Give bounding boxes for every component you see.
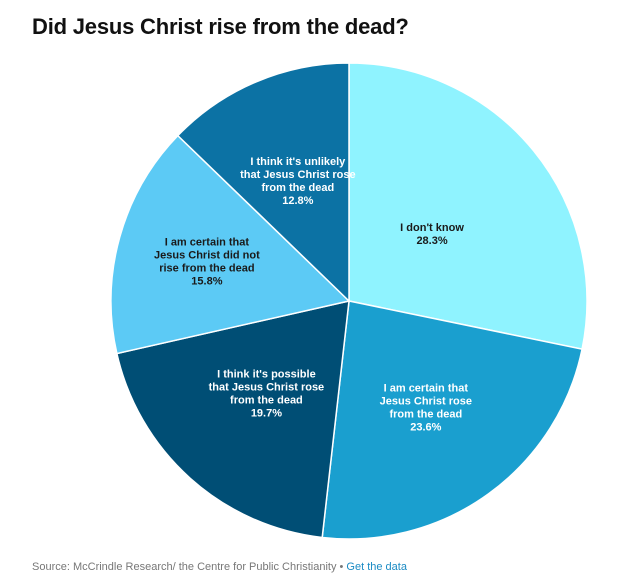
pie-slice-2	[321, 300, 583, 540]
pie-slice-4	[110, 134, 351, 355]
pie-slice-5	[176, 62, 350, 303]
slice-category-label: that Jesus Christ rose	[240, 169, 356, 181]
slice-category-label: rise from the dead	[159, 263, 254, 275]
slice-category-label: I am certain that	[165, 237, 250, 249]
slice-category-label: from the dead	[230, 395, 303, 407]
slice-label-4: I am certain that Jesus Christ did not ris…	[154, 237, 260, 288]
slice-category-label: I think it's unlikely	[250, 156, 346, 168]
slice-value-label: 19.7%	[251, 408, 282, 420]
slice-label-2: I am certain that Jesus Christ rose from t…	[380, 382, 472, 433]
pie-slice-labels: I don't know 28.3%I am certain that Jesus …	[154, 156, 472, 433]
slice-label-5: I think it's unlikely that Jesus Christ r…	[240, 156, 356, 207]
source-text: Source: McCrindle Research/ the Centre f…	[32, 561, 347, 573]
slice-category-label: I think it's possible	[217, 369, 316, 381]
slice-value-label: 28.3%	[416, 235, 447, 247]
slice-label-1: I don't know 28.3%	[400, 222, 464, 247]
pie-slices	[110, 62, 588, 540]
get-the-data-link[interactable]: Get the data	[346, 561, 407, 573]
slice-category-label: Jesus Christ rose	[380, 395, 472, 407]
slice-category-label: Jesus Christ did not	[154, 250, 260, 262]
source-footer: Source: McCrindle Research/ the Centre f…	[32, 561, 407, 573]
slice-value-label: 15.8%	[191, 276, 222, 288]
slice-label-3: I think it's possible that Jesus Christ r…	[209, 369, 325, 420]
slice-category-label: from the dead	[389, 408, 462, 420]
chart-title: Did Jesus Christ rise from the dead?	[32, 14, 409, 39]
pie-slice-1	[348, 62, 588, 351]
slice-value-label: 23.6%	[410, 421, 441, 433]
slice-value-label: 12.8%	[282, 195, 313, 207]
slice-category-label: I don't know	[400, 222, 464, 234]
pie-slice-3	[115, 300, 350, 539]
slice-category-label: I am certain that	[384, 382, 469, 394]
slice-category-label: that Jesus Christ rose	[209, 382, 325, 394]
slice-category-label: from the dead	[261, 182, 334, 194]
